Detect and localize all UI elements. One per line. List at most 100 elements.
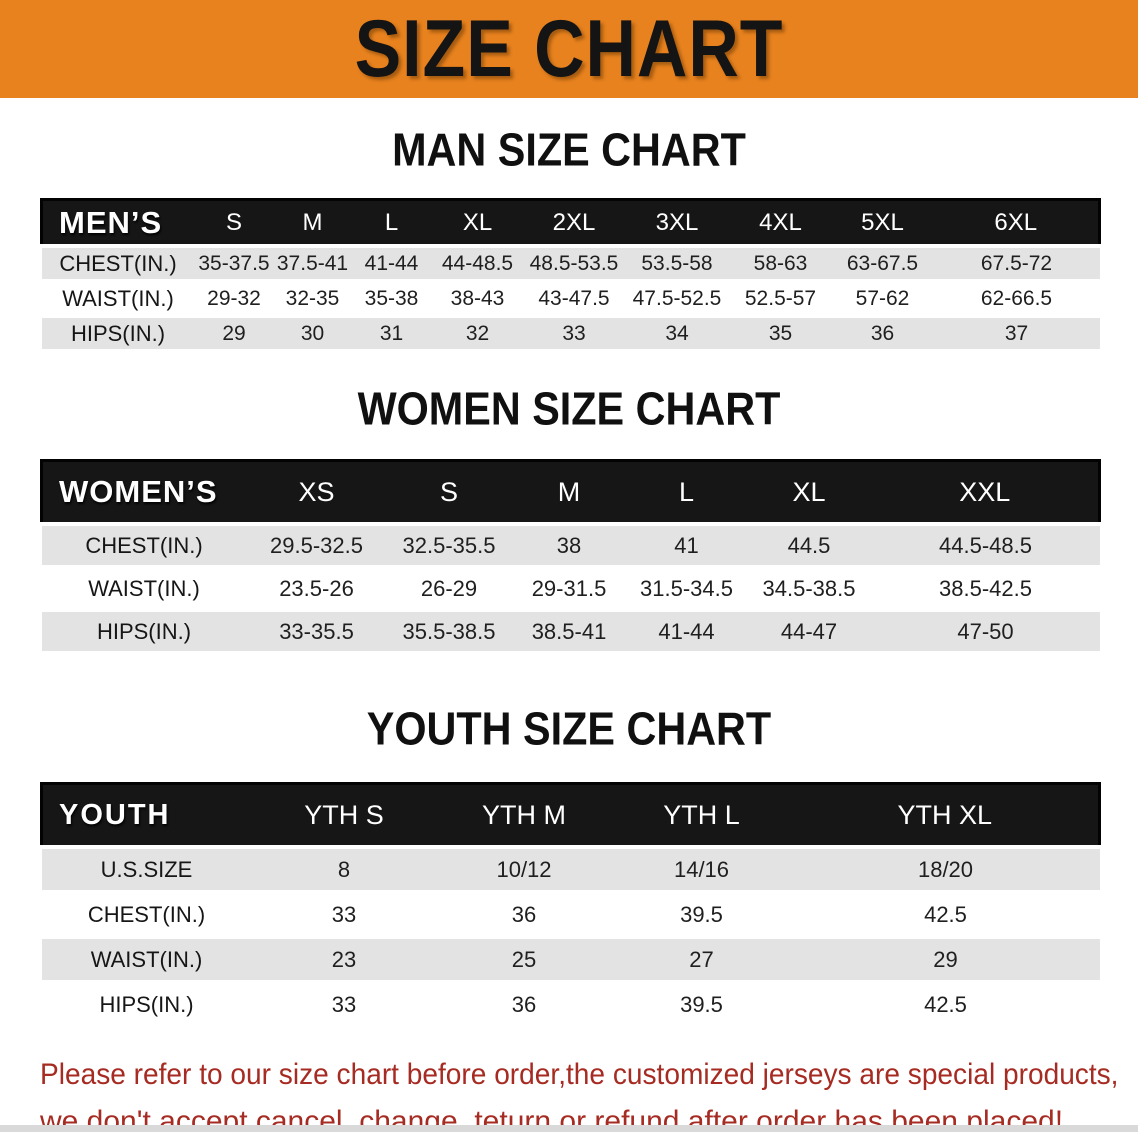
bottom-strip — [0, 1125, 1138, 1132]
women-section: WOMEN SIZE CHART WOMEN’S XS S M L XL XXL CHEST(… — [0, 383, 1138, 651]
size-value-cell: 36 — [870, 321, 895, 345]
size-value-cell: 42.5 — [924, 991, 967, 1017]
size-value-cell: 35.5-38.5 — [402, 618, 496, 644]
table-corner-label: YOUTH — [59, 798, 171, 831]
size-value-cell: 29 — [222, 321, 246, 345]
size-value-cell: 36 — [511, 901, 537, 927]
size-value-cell: 30 — [300, 321, 325, 345]
row-label: WAIST(IN.) — [90, 946, 203, 972]
size-value-cell: 38.5-42.5 — [939, 575, 1032, 601]
size-column-header: YTH S — [304, 799, 384, 830]
size-value-cell: 38 — [556, 532, 582, 558]
size-value-cell: 44-47 — [780, 618, 838, 644]
size-chart-banner: SIZE CHART — [0, 0, 1138, 98]
size-value-cell: 43-47.5 — [538, 286, 610, 310]
size-value-cell: 47-50 — [957, 618, 1014, 644]
size-column-header: 2XL — [552, 208, 596, 236]
size-value-cell: 31 — [379, 321, 404, 345]
size-value-cell: 33 — [331, 991, 357, 1017]
size-value-cell: 18/20 — [917, 856, 974, 882]
table-corner-label: MEN’S — [59, 204, 163, 240]
size-value-cell: 33 — [331, 901, 357, 927]
size-value-cell: 41-44 — [364, 251, 419, 275]
size-value-cell: 23.5-26 — [279, 575, 354, 601]
men-size-table: MEN’S S M L XL 2XL 3XL 4XL 5XL 6XL CHEST(IN.) 35-37… — [40, 198, 1101, 349]
size-value-cell: 29-32 — [207, 286, 261, 310]
disclaimer: Please refer to our size chart before or… — [40, 1051, 1138, 1132]
size-value-cell: 14/16 — [673, 856, 730, 882]
row-label: HIPS(IN.) — [96, 618, 192, 644]
men-section: MAN SIZE CHART MEN’S S M L XL 2XL 3XL 4XL 5XL 6XL… — [0, 124, 1138, 349]
size-value-cell: 42.5 — [924, 901, 967, 927]
size-value-cell: 29-31.5 — [531, 575, 607, 601]
size-column-header: XS — [298, 476, 335, 507]
size-value-cell: 32 — [465, 321, 490, 345]
size-column-header: M — [302, 208, 323, 236]
size-value-cell: 32.5-35.5 — [402, 532, 496, 558]
table-row: WAIST(IN.) 23 25 27 29 — [41, 937, 1100, 982]
size-value-cell: 35 — [768, 321, 793, 345]
size-column-header: 4XL — [759, 208, 802, 236]
table-row: CHEST(IN.) 29.5-32.5 32.5-35.5 38 41 44.5 44.5… — [41, 524, 1100, 567]
disclaimer-line-1: Please refer to our size chart before or… — [40, 1058, 1119, 1091]
table-row: HIPS(IN.) 33 36 39.5 42.5 — [41, 982, 1100, 1025]
size-column-header: XXL — [959, 476, 1011, 507]
size-value-cell: 53.5-58 — [641, 251, 713, 275]
women-section-heading: WOMEN SIZE CHART — [357, 383, 781, 436]
women-size-table: WOMEN’S XS S M L XL XXL CHEST(IN.) 29.5-32.5 32.5… — [40, 459, 1101, 651]
size-value-cell: 25 — [511, 946, 537, 972]
size-value-cell: 31.5-34.5 — [640, 575, 733, 601]
size-column-header: YTH XL — [897, 799, 993, 830]
table-row: HIPS(IN.) 33-35.5 35.5-38.5 38.5-41 41-44 44-… — [41, 610, 1100, 651]
size-column-header: XL — [462, 208, 493, 236]
table-row: WAIST(IN.) 23.5-26 26-29 29-31.5 31.5-34.5 34… — [41, 567, 1100, 610]
size-value-cell: 33-35.5 — [279, 618, 354, 644]
size-value-cell: 34 — [665, 321, 689, 345]
size-value-cell: 26-29 — [420, 575, 478, 601]
table-row: U.S.SIZE 8 10/12 14/16 18/20 — [41, 847, 1100, 892]
size-column-header: 6XL — [994, 208, 1038, 236]
size-column-header: XL — [792, 476, 826, 507]
size-value-cell: 23 — [331, 946, 357, 972]
size-value-cell: 29.5-32.5 — [270, 532, 363, 558]
size-value-cell: 37.5-41 — [276, 251, 349, 275]
size-column-header: 3XL — [655, 208, 699, 236]
table-row: CHEST(IN.) 35-37.5 37.5-41 41-44 44-48.5 48.5… — [41, 246, 1100, 281]
row-label: CHEST(IN.) — [85, 532, 203, 558]
youth-section: YOUTH SIZE CHART YOUTH YTH S YTH M YTH L YTH… — [0, 704, 1138, 1025]
table-header-row: MEN’S S M L XL 2XL 3XL 4XL 5XL 6XL — [41, 199, 1100, 246]
size-column-header: L — [678, 476, 695, 507]
size-value-cell: 38-43 — [450, 286, 505, 310]
size-value-cell: 62-66.5 — [980, 286, 1053, 310]
table-row: HIPS(IN.) 29 30 31 32 33 34 35 36 37 — [41, 316, 1100, 349]
size-column-header: S — [439, 476, 458, 507]
men-section-heading: MAN SIZE CHART — [392, 124, 746, 177]
size-value-cell: 52.5-57 — [744, 286, 817, 310]
size-column-header: YTH L — [663, 799, 740, 830]
size-value-cell: 33 — [562, 321, 586, 345]
size-column-header: M — [557, 476, 581, 507]
table-corner-label: WOMEN’S — [59, 474, 218, 509]
table-row: CHEST(IN.) 33 36 39.5 42.5 — [41, 892, 1100, 937]
size-value-cell: 41-44 — [658, 618, 715, 644]
banner-title: SIZE CHART — [354, 4, 784, 94]
size-value-cell: 35-37.5 — [198, 251, 270, 275]
size-value-cell: 44-48.5 — [441, 251, 514, 275]
size-value-cell: 10/12 — [496, 856, 552, 882]
size-value-cell: 44.5 — [787, 532, 831, 558]
table-header-row: WOMEN’S XS S M L XL XXL — [41, 460, 1100, 524]
row-label: CHEST(IN.) — [87, 901, 206, 927]
table-row: WAIST(IN.) 29-32 32-35 35-38 38-43 43-47.5 47.… — [41, 281, 1100, 316]
size-value-cell: 63-67.5 — [846, 251, 919, 275]
size-value-cell: 58-63 — [753, 251, 808, 275]
size-value-cell: 27 — [689, 946, 714, 972]
size-value-cell: 34.5-38.5 — [762, 575, 856, 601]
size-value-cell: 29 — [933, 946, 958, 972]
size-value-cell: 47.5-52.5 — [632, 286, 722, 310]
row-label: WAIST(IN.) — [88, 575, 200, 601]
size-value-cell: 44.5-48.5 — [939, 532, 1032, 558]
table-header-row: YOUTH YTH S YTH M YTH L YTH XL — [41, 783, 1100, 847]
size-value-cell: 57-62 — [855, 286, 910, 310]
size-value-cell: 39.5 — [680, 901, 723, 927]
